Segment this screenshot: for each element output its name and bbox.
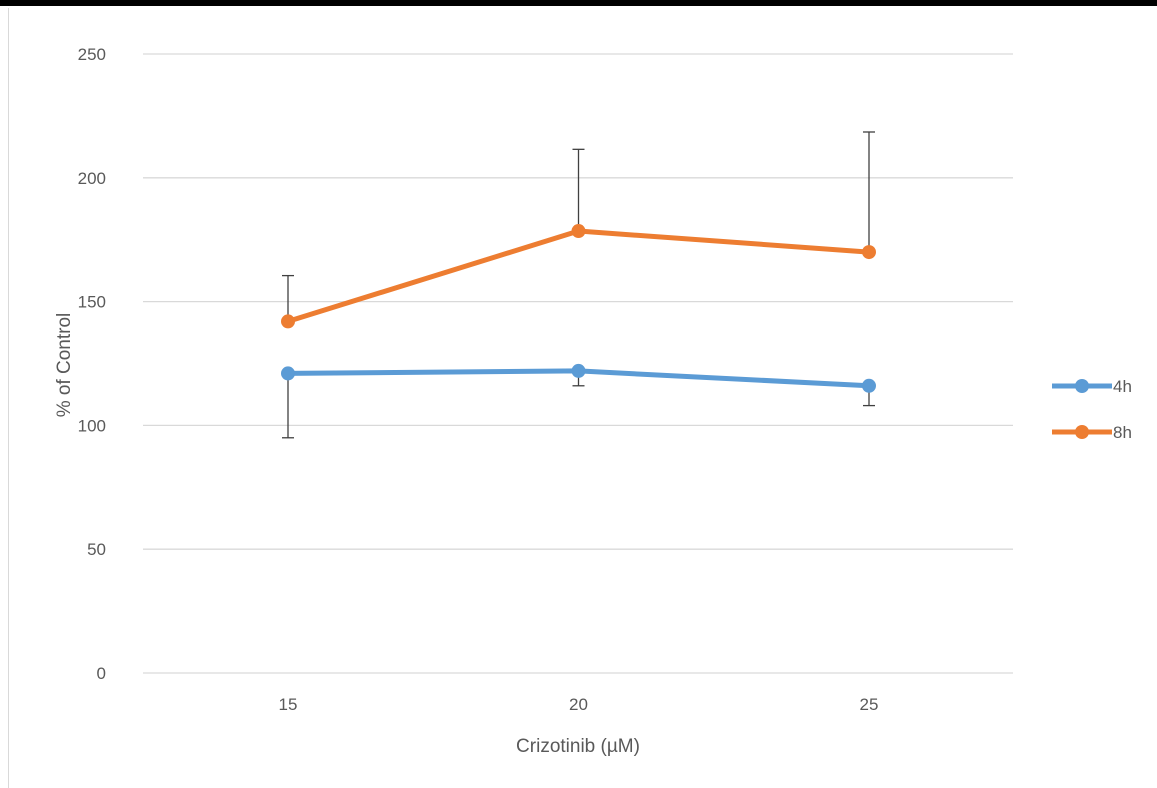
point-8h [281, 314, 295, 329]
legend-label-4h: 4h [1113, 377, 1132, 396]
y-axis-label: % of Control [54, 313, 75, 418]
y-tick-label: 200 [78, 169, 106, 188]
series-line-8h [285, 228, 872, 324]
point-4h [571, 363, 586, 378]
left-border [8, 8, 9, 788]
point-8h [862, 245, 876, 260]
y-tick-label: 150 [78, 293, 106, 312]
x-axis-ticks: 15 20 25 [279, 695, 879, 714]
legend-label-8h: 8h [1113, 423, 1132, 442]
legend-marker-8h [1075, 425, 1089, 439]
y-axis-ticks: 0 50 100 150 200 250 [78, 45, 106, 683]
legend: 4h 8h [1052, 377, 1132, 442]
x-axis-label: Crizotinib (µM) [516, 736, 640, 757]
y-tick-label: 0 [97, 664, 106, 683]
x-tick-label: 20 [569, 695, 588, 714]
gridlines [143, 53, 1013, 674]
x-tick-label: 25 [860, 695, 879, 714]
point-4h [862, 378, 876, 393]
series-lines [281, 224, 876, 393]
y-tick-label: 50 [87, 540, 106, 559]
legend-marker-4h [1075, 379, 1089, 393]
x-tick-label: 15 [279, 695, 298, 714]
y-tick-label: 250 [78, 45, 106, 64]
point-4h [281, 366, 295, 381]
top-border [0, 0, 1157, 6]
y-tick-label: 100 [78, 416, 106, 435]
error-bars [282, 131, 875, 439]
point-8h [571, 224, 586, 239]
